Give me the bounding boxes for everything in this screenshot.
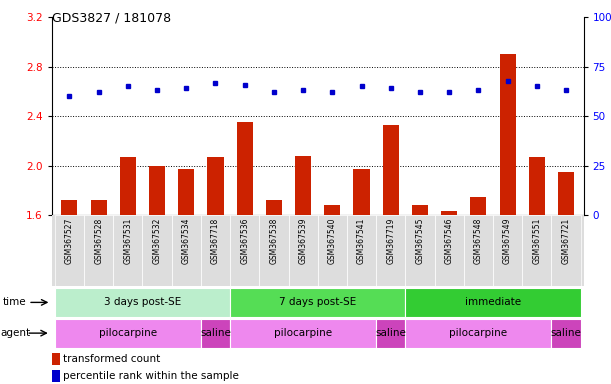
Text: GSM367549: GSM367549: [503, 218, 512, 264]
Text: immediate: immediate: [465, 297, 521, 308]
Bar: [120, 157, 136, 215]
Bar: [405, 319, 551, 348]
Text: GSM367721: GSM367721: [562, 218, 571, 264]
Text: GSM367536: GSM367536: [240, 218, 249, 264]
Bar: [382, 125, 399, 215]
Text: pilocarpine: pilocarpine: [449, 328, 507, 338]
Bar: [551, 215, 580, 286]
Bar: [52, 370, 60, 382]
Text: saline: saline: [551, 328, 582, 338]
Text: GSM367548: GSM367548: [474, 218, 483, 264]
Bar: [558, 172, 574, 215]
Text: GSM367528: GSM367528: [94, 218, 103, 264]
Bar: [288, 215, 318, 286]
Text: GSM367718: GSM367718: [211, 218, 220, 264]
Bar: [464, 215, 493, 286]
Text: GSM367539: GSM367539: [299, 218, 307, 264]
Bar: [376, 215, 405, 286]
Bar: [230, 215, 259, 286]
Text: saline: saline: [200, 328, 231, 338]
Text: GSM367546: GSM367546: [445, 218, 453, 264]
Bar: [405, 288, 580, 317]
Bar: [230, 288, 405, 317]
Bar: [62, 200, 78, 215]
Text: GSM367540: GSM367540: [328, 218, 337, 264]
Bar: [266, 200, 282, 215]
Bar: [493, 215, 522, 286]
Bar: [405, 215, 434, 286]
Text: GSM367534: GSM367534: [182, 218, 191, 264]
Bar: [412, 205, 428, 215]
Bar: [522, 215, 551, 286]
Text: time: time: [3, 297, 27, 308]
Text: GSM367538: GSM367538: [269, 218, 279, 264]
Bar: [201, 319, 230, 348]
Bar: [324, 205, 340, 215]
Text: saline: saline: [375, 328, 406, 338]
Bar: [142, 215, 172, 286]
Bar: [259, 215, 288, 286]
Bar: [441, 211, 457, 215]
Bar: [347, 215, 376, 286]
Text: 3 days post-SE: 3 days post-SE: [104, 297, 181, 308]
Text: transformed count: transformed count: [62, 354, 160, 364]
Bar: [113, 215, 142, 286]
Bar: [236, 122, 253, 215]
Bar: [90, 200, 107, 215]
Bar: [208, 157, 224, 215]
Text: pilocarpine: pilocarpine: [274, 328, 332, 338]
Bar: [84, 215, 113, 286]
Bar: [55, 288, 230, 317]
Text: GSM367541: GSM367541: [357, 218, 366, 264]
Text: percentile rank within the sample: percentile rank within the sample: [62, 371, 238, 381]
Bar: [149, 166, 165, 215]
Text: GSM367531: GSM367531: [123, 218, 133, 264]
Text: GDS3827 / 181078: GDS3827 / 181078: [52, 12, 171, 25]
Bar: [52, 353, 60, 365]
Bar: [55, 215, 84, 286]
Text: GSM367719: GSM367719: [386, 218, 395, 264]
Bar: [354, 169, 370, 215]
Bar: [178, 169, 194, 215]
Text: GSM367527: GSM367527: [65, 218, 74, 264]
Text: GSM367545: GSM367545: [415, 218, 425, 264]
Bar: [500, 55, 516, 215]
Text: 7 days post-SE: 7 days post-SE: [279, 297, 356, 308]
Text: GSM367551: GSM367551: [532, 218, 541, 264]
Bar: [470, 197, 486, 215]
Bar: [295, 156, 311, 215]
Bar: [172, 215, 201, 286]
Bar: [55, 319, 201, 348]
Text: agent: agent: [1, 328, 31, 338]
Text: GSM367532: GSM367532: [153, 218, 161, 264]
Bar: [376, 319, 405, 348]
Bar: [318, 215, 347, 286]
Bar: [551, 319, 580, 348]
Bar: [529, 157, 545, 215]
Text: pilocarpine: pilocarpine: [99, 328, 157, 338]
Bar: [230, 319, 376, 348]
Bar: [201, 215, 230, 286]
Bar: [434, 215, 464, 286]
